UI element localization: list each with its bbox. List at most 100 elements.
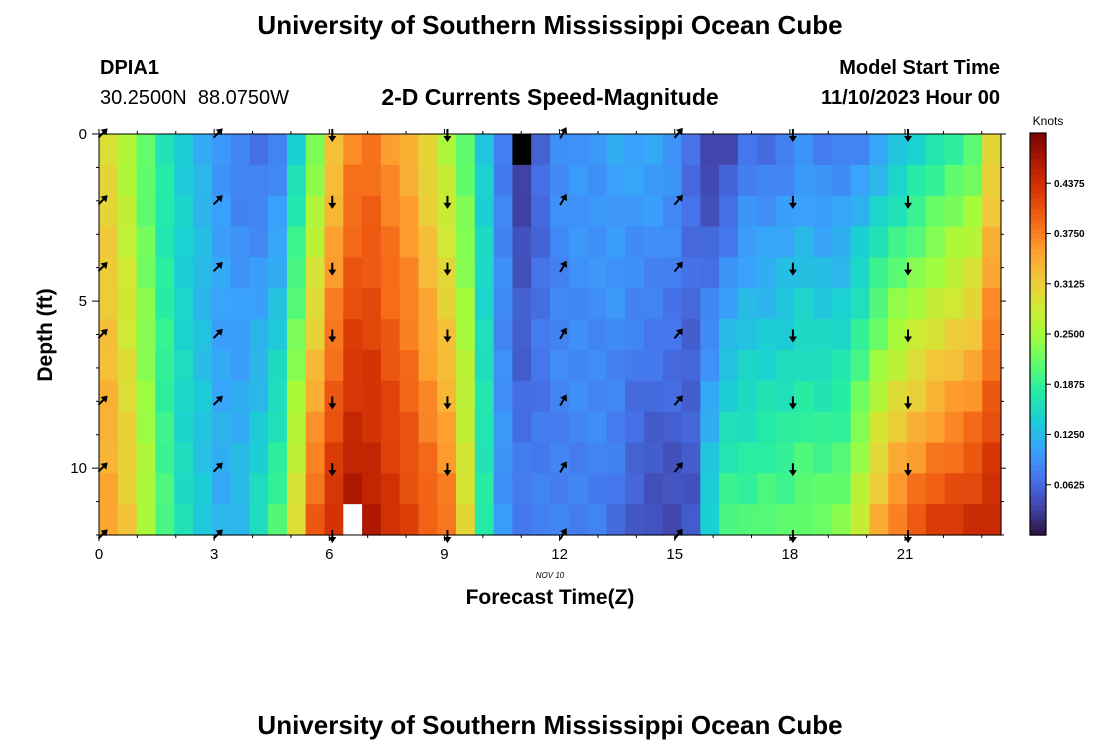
heatmap-cell (399, 380, 420, 413)
heatmap-cell (963, 380, 983, 413)
heatmap-cell (286, 288, 307, 320)
heatmap-cell (568, 257, 589, 289)
heatmap-cell (737, 349, 758, 382)
colorbar-swatch (1030, 163, 1046, 169)
x-tick-label: 6 (325, 546, 333, 563)
heatmap-cell (925, 349, 946, 382)
heatmap-cell (380, 257, 401, 289)
heatmap-cell (305, 380, 326, 413)
footer-title: University of Southern Mississippi Ocean… (257, 710, 843, 740)
heatmap-cell (719, 411, 739, 444)
heatmap-cell (418, 257, 438, 289)
heatmap-cell (831, 442, 852, 474)
heatmap-cell (568, 226, 589, 258)
heatmap-cell (268, 504, 288, 536)
heatmap-cell (286, 195, 307, 228)
heatmap-cell (850, 164, 871, 197)
heatmap-cell (907, 164, 927, 197)
heatmap-cell (286, 504, 307, 536)
heatmap-cell (888, 288, 908, 320)
heatmap-cell (907, 195, 927, 228)
current-vector-arrow (559, 528, 568, 540)
heatmap-cell (399, 473, 420, 505)
heatmap-cell (982, 288, 1002, 320)
heatmap-cell (230, 473, 250, 505)
heatmap-cell (756, 288, 777, 320)
heatmap-cell (437, 288, 457, 320)
heatmap-cell (136, 411, 156, 444)
heatmap-cell (99, 319, 119, 351)
heatmap-cell (775, 134, 795, 166)
heatmap-cell (174, 380, 194, 413)
heatmap-cell (662, 504, 683, 536)
heatmap-cell (493, 134, 514, 166)
heatmap-cell (343, 349, 363, 382)
heatmap-cell (963, 504, 983, 536)
x-tick-label: 0 (95, 546, 103, 563)
heatmap-cell (944, 164, 965, 197)
heatmap-cell (211, 226, 232, 258)
current-vector-arrow (443, 262, 452, 276)
station-coordinates: 30.2500N 88.0750W (100, 87, 290, 109)
heatmap-cell (136, 349, 156, 382)
heatmap-cell (155, 504, 175, 536)
heatmap-cell (888, 442, 908, 474)
heatmap-cell (963, 195, 983, 228)
heatmap-cell (831, 288, 852, 320)
colorbar-swatch (1030, 203, 1046, 209)
heatmap-cell (625, 319, 645, 351)
heatmap-cell (888, 380, 908, 413)
heatmap-cell (117, 473, 138, 505)
heatmap-cell (700, 411, 720, 444)
heatmap-cell (99, 473, 119, 505)
heatmap-cell (944, 319, 965, 351)
heatmap-cell (869, 504, 889, 536)
heatmap-cell (737, 504, 758, 536)
heatmap-cell (925, 473, 946, 505)
heatmap-cell (907, 134, 927, 166)
heatmap-cell (737, 319, 758, 351)
heatmap-cell (399, 349, 420, 382)
heatmap-cell (268, 319, 288, 351)
heatmap-cell (99, 380, 119, 413)
heatmap-cell (230, 411, 250, 444)
heatmap-cell (531, 134, 551, 166)
heatmap-cell (305, 195, 326, 228)
heatmap-cell (155, 257, 175, 289)
heatmap-cell (474, 380, 495, 413)
heatmap-cell (982, 442, 1002, 474)
heatmap-cell (174, 411, 194, 444)
heatmap-cell (155, 164, 175, 197)
heatmap-cell (286, 442, 307, 474)
heatmap-cell (888, 164, 908, 197)
heatmap-cell (831, 411, 852, 444)
heatmap-cell (136, 319, 156, 351)
heatmap-cell (362, 134, 382, 166)
heatmap-cell (963, 319, 983, 351)
heatmap-cell (756, 504, 777, 536)
heatmap-cell (963, 257, 983, 289)
heatmap-cell (662, 380, 683, 413)
heatmap-cell (286, 473, 307, 505)
heatmap-cell (117, 380, 138, 413)
heatmap-cell (474, 257, 495, 289)
heatmap-cell (831, 473, 852, 505)
colorbar: 0.0625 0.1250 0.1875 0.2500 0.3125 0.3750 0.43… (1029, 132, 1085, 536)
heatmap-cell (625, 288, 645, 320)
heatmap-cell (700, 319, 720, 351)
heatmap-cell (99, 349, 119, 382)
heatmap-cell (437, 195, 457, 228)
heatmap-cell (305, 319, 326, 351)
colorbar-swatch (1030, 339, 1046, 345)
heatmap-cell (155, 288, 175, 320)
colorbar-swatch (1030, 424, 1046, 431)
heatmap-cell (606, 504, 626, 536)
colorbar-swatch (1030, 293, 1046, 300)
heatmap-cell (643, 380, 664, 413)
heatmap-cell (568, 380, 589, 413)
page-title: University of Southern Mississippi Ocean… (257, 10, 843, 40)
heatmap-cell (982, 134, 1002, 166)
heatmap-cell (737, 195, 758, 228)
heatmap-cell (343, 473, 363, 505)
colorbar-swatch (1030, 414, 1046, 421)
